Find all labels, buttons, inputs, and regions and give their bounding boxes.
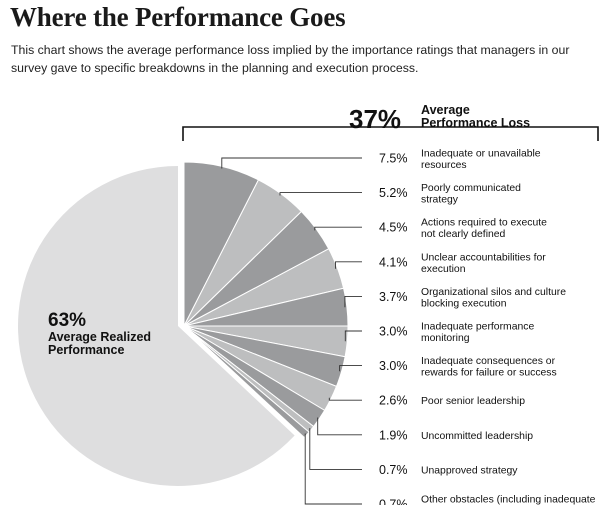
leader-line-6: [344, 330, 362, 342]
leader-line-1: [221, 157, 362, 169]
slice-label-10-line-1: Unapproved strategy: [421, 465, 518, 476]
loss-label-line-2: Performance Loss: [421, 116, 530, 130]
leader-line-9: [317, 417, 362, 436]
leader-line-10: [309, 428, 362, 470]
leader-line-3: [314, 226, 362, 231]
slice-label-9-line-1: Uncommitted leadership: [421, 431, 533, 442]
slice-percentage-2: 5.2%: [379, 186, 408, 200]
slice-label-6-line-1: Inadequate performance: [421, 322, 534, 333]
slice-percentage-5: 3.7%: [379, 290, 408, 304]
slice-label-4-line-1: Unclear accountabilities for: [421, 252, 546, 263]
loss-bracket: [182, 126, 599, 141]
slice-realized-performance: [17, 166, 295, 486]
realized-label-line-1: Average Realized: [48, 330, 151, 344]
slice-label-5-line-2: blocking execution: [421, 298, 507, 309]
chart-description: This chart shows the average performance…: [11, 43, 570, 75]
slice-percentage-1: 7.5%: [379, 152, 408, 166]
slice-percentage-8: 2.6%: [379, 394, 408, 408]
leader-line-11: [304, 433, 362, 505]
slice-label-1-line-2: resources: [421, 160, 467, 171]
loss-label-line-1: Average: [421, 103, 470, 117]
leader-line-8: [328, 397, 362, 401]
leader-line-4: [335, 261, 362, 269]
loss-percentage: 37%: [349, 104, 401, 134]
slice-label-6-line-2: monitoring: [421, 333, 470, 344]
slice-percentage-3: 4.5%: [379, 221, 408, 235]
slice-label-11-line-1: Other obstacles (including inadequate: [421, 495, 596, 505]
slice-percentage-11: 0.7%: [379, 498, 408, 505]
slice-label-7-line-1: Inadequate consequences or: [421, 356, 556, 367]
slice-label-3-line-2: not clearly defined: [421, 229, 506, 240]
leader-line-7: [339, 365, 362, 372]
slice-percentage-7: 3.0%: [379, 359, 408, 373]
slice-label-7-line-2: rewards for failure or success: [421, 368, 557, 379]
realized-label-line-2: Performance: [48, 343, 124, 357]
slice-percentage-6: 3.0%: [379, 325, 408, 339]
pie-slice-11: [183, 325, 310, 439]
slice-label-4-line-2: execution: [421, 264, 466, 275]
slice-label-5-line-1: Organizational silos and culture: [421, 287, 566, 298]
slice-label-8-line-1: Poor senior leadership: [421, 396, 525, 407]
slice-percentage-9: 1.9%: [379, 428, 408, 442]
slice-label-2-line-1: Poorly communicated: [421, 183, 521, 194]
page-title: Where the Performance Goes: [10, 2, 346, 32]
leader-line-2: [279, 192, 362, 196]
leader-line-5: [344, 295, 362, 308]
slice-label-2-line-2: strategy: [421, 195, 459, 206]
slice-percentage-10: 0.7%: [379, 463, 408, 477]
slice-label-1-line-1: Inadequate or unavailable: [421, 149, 541, 160]
slice-label-3-line-1: Actions required to execute: [421, 218, 547, 229]
realized-percentage: 63%: [48, 310, 86, 331]
slice-percentage-4: 4.1%: [379, 255, 408, 269]
